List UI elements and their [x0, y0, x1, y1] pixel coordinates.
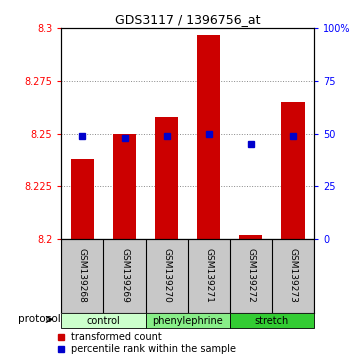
Bar — [282, 102, 305, 239]
Bar — [113, 133, 136, 239]
Text: control: control — [87, 315, 120, 326]
Text: GSM139273: GSM139273 — [288, 248, 297, 303]
Bar — [61, 313, 145, 328]
Text: GSM139268: GSM139268 — [78, 248, 87, 303]
Text: transformed count: transformed count — [71, 332, 162, 342]
Bar — [239, 235, 262, 239]
Text: GSM139271: GSM139271 — [204, 248, 213, 303]
Text: percentile rank within the sample: percentile rank within the sample — [71, 344, 236, 354]
Text: GSM139272: GSM139272 — [247, 249, 255, 303]
Bar — [145, 313, 230, 328]
Bar — [155, 117, 178, 239]
Bar — [230, 313, 314, 328]
Bar — [71, 159, 94, 239]
Text: GSM139270: GSM139270 — [162, 248, 171, 303]
Title: GDS3117 / 1396756_at: GDS3117 / 1396756_at — [115, 13, 261, 26]
Text: protocol: protocol — [18, 314, 61, 324]
Text: stretch: stretch — [255, 315, 289, 326]
Text: phenylephrine: phenylephrine — [152, 315, 223, 326]
Text: GSM139269: GSM139269 — [120, 248, 129, 303]
Bar — [197, 35, 220, 239]
